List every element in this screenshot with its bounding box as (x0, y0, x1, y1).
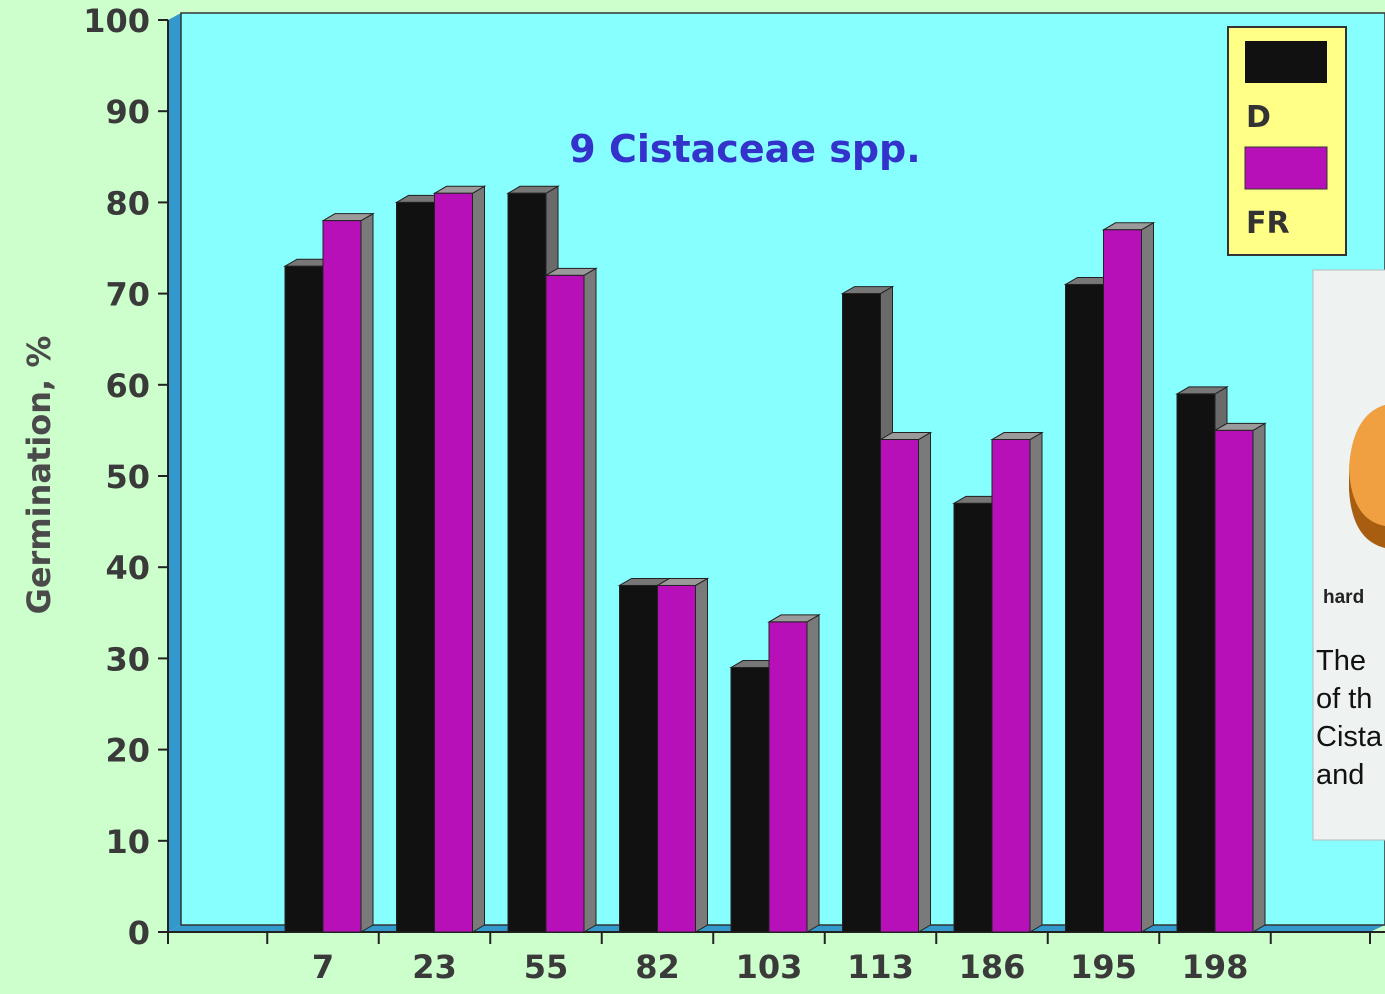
y-tick-label: 40 (105, 549, 150, 587)
bar-fr-7 (321, 212, 375, 933)
bar-fr-198 (1213, 422, 1267, 933)
legend: D FR (1227, 26, 1347, 256)
bar-fr-195 (1101, 221, 1156, 933)
x-tick-label: 82 (635, 948, 680, 986)
y-tick-label: 30 (105, 640, 150, 678)
y-tick-label: 50 (105, 458, 150, 496)
x-ticks: 7 23 55 82 103 113 186 195 198 (167, 932, 1371, 986)
legend-swatch-fr (1244, 146, 1328, 190)
y-axis-title: Germination, % (20, 336, 58, 615)
y-tick-label: 10 (105, 823, 150, 861)
y-ticks: 0 10 20 30 40 50 60 70 80 90 100 (83, 2, 168, 952)
overlay-line-3: Cista (1316, 721, 1383, 753)
legend-label-fr: FR (1246, 206, 1290, 241)
x-tick-label: 195 (1070, 948, 1137, 986)
bars (283, 185, 1267, 933)
overlay-line-1: The (1316, 645, 1366, 677)
y-tick-label: 60 (105, 367, 150, 405)
y-tick-label: 80 (105, 184, 150, 222)
bar-fr-186 (990, 431, 1044, 933)
overlay-line-2: of th (1316, 683, 1372, 715)
x-tick-label: 23 (412, 948, 457, 986)
overlay-line-4: and (1316, 759, 1364, 791)
bar-fr-82 (655, 577, 710, 933)
x-tick-label: 55 (524, 948, 569, 986)
bar-fr-103 (767, 614, 821, 933)
x-tick-label: 7 (312, 948, 334, 986)
left-wall (168, 13, 181, 932)
x-tick-label: 186 (959, 948, 1026, 986)
x-tick-label: 113 (847, 948, 914, 986)
chart-title: 9 Cistaceae spp. (569, 127, 920, 171)
x-tick-label: 103 (736, 948, 803, 986)
legend-label-d: D (1246, 100, 1271, 135)
y-tick-label: 70 (105, 276, 150, 314)
overlay-card: hard The of th Cista and (1312, 269, 1385, 841)
y-tick-label: 0 (128, 914, 150, 952)
bar-fr-55 (544, 267, 598, 933)
overlay-label: hard (1323, 587, 1364, 608)
legend-swatch-d (1245, 41, 1327, 83)
y-tick-label: 100 (83, 2, 150, 40)
y-tick-label: 20 (105, 732, 150, 770)
overlay-card-bg (1312, 269, 1385, 841)
seed-pie-top (1349, 405, 1385, 526)
x-tick-label: 198 (1182, 948, 1249, 986)
bar-fr-23 (432, 185, 487, 933)
bar-fr-113 (878, 431, 933, 933)
y-tick-label: 90 (105, 93, 150, 131)
